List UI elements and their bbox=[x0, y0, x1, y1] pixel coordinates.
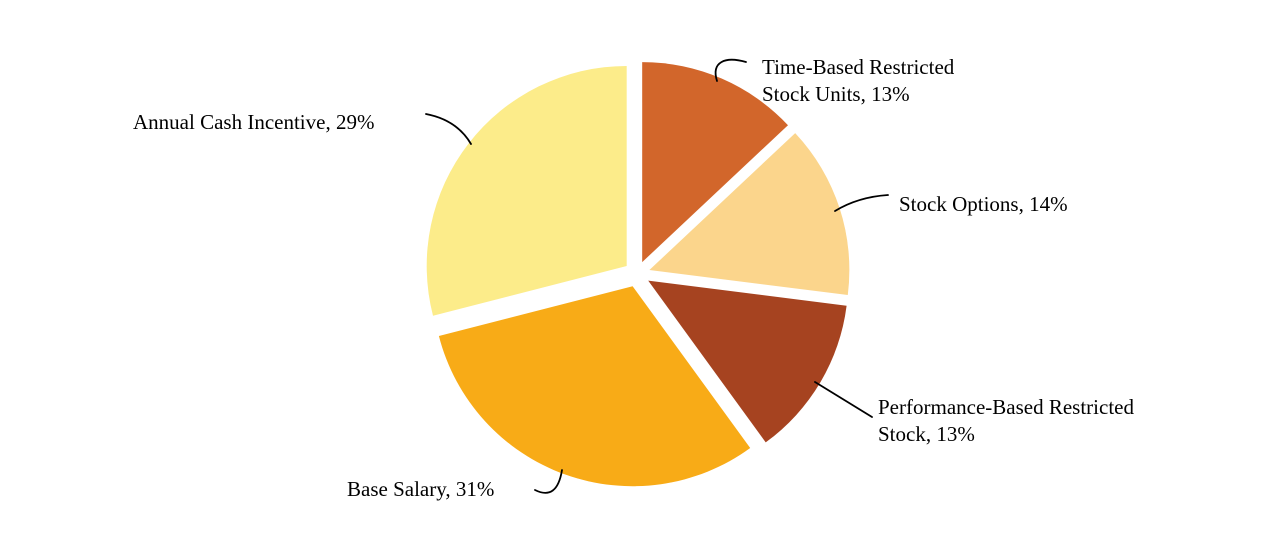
leader-time-based-restricted-stock-units bbox=[714, 58, 747, 82]
label-line: Annual Cash Incentive, 29% bbox=[133, 110, 375, 134]
pie-slice-base-salary bbox=[438, 286, 751, 487]
label-line: Stock Units, 13% bbox=[762, 82, 910, 106]
label-stock-options: Stock Options, 14% bbox=[899, 191, 1068, 218]
label-line: Time-Based Restricted bbox=[762, 55, 955, 79]
pie-slice-stock-options bbox=[649, 133, 850, 295]
leader-performance-based-restricted-stock bbox=[814, 381, 873, 418]
leader-base-salary bbox=[534, 469, 563, 494]
pie-slice-performance-based-restricted-stock bbox=[648, 280, 847, 443]
label-line: Stock, 13% bbox=[878, 422, 975, 446]
label-time-based-restricted-stock-units: Time-Based Restricted Stock Units, 13% bbox=[762, 54, 954, 108]
leader-stock-options bbox=[834, 194, 889, 212]
label-base-salary: Base Salary, 31% bbox=[347, 476, 494, 503]
label-annual-cash-incentive: Annual Cash Incentive, 29% bbox=[133, 109, 374, 136]
label-line: Stock Options, 14% bbox=[899, 192, 1068, 216]
label-line: Base Salary, 31% bbox=[347, 477, 495, 501]
label-performance-based-restricted-stock: Performance-Based Restricted Stock, 13% bbox=[878, 394, 1134, 448]
pie-slice-time-based-restricted-stock-units bbox=[642, 62, 788, 263]
leader-annual-cash-incentive bbox=[425, 113, 472, 145]
label-line: Performance-Based Restricted bbox=[878, 395, 1134, 419]
pie-slice-annual-cash-incentive bbox=[426, 66, 627, 316]
